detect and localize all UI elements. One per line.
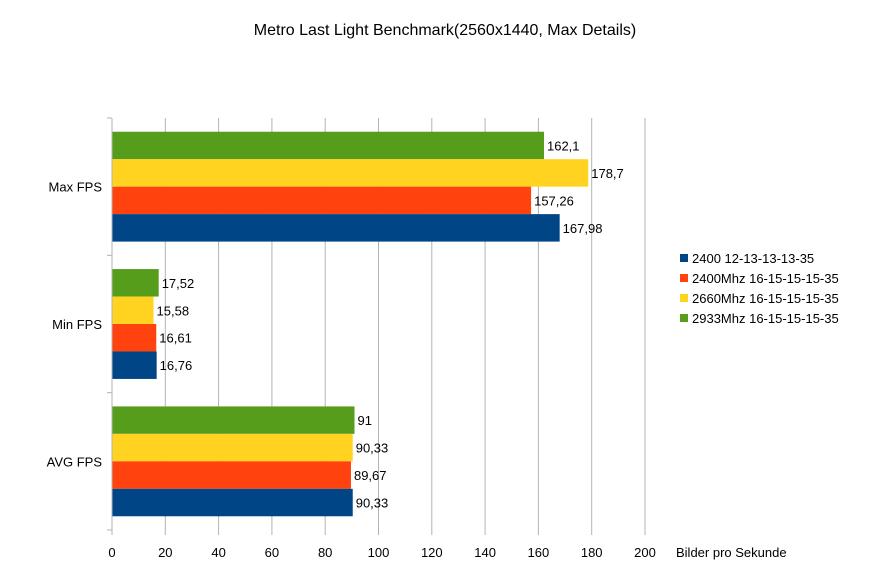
bar (112, 296, 154, 324)
legend-label: 2400 12-13-13-13-35 (692, 251, 814, 266)
bars (112, 131, 589, 517)
data-label: 162,1 (547, 138, 580, 153)
bar (112, 488, 353, 517)
legend-swatch (680, 314, 688, 322)
bar (112, 433, 353, 462)
x-tick-label: 180 (581, 545, 603, 560)
bar (112, 159, 589, 187)
legend-swatch (680, 274, 688, 282)
x-tick-label: 160 (528, 545, 550, 560)
data-label: 91 (358, 413, 372, 428)
bar (112, 269, 159, 297)
x-tick-label: 80 (318, 545, 332, 560)
data-labels: 162,1 178,7 157,26 167,98 17,52 15,58 16,61 16,… (157, 138, 624, 510)
data-label: 178,7 (591, 166, 624, 181)
legend-label: 2933Mhz 16-15-15-15-35 (692, 311, 839, 326)
data-label: 90,33 (356, 441, 389, 456)
x-tick-label: 20 (158, 545, 172, 560)
category-label: AVG FPS (47, 454, 103, 469)
chart-title: Metro Last Light Benchmark(2560x1440, Ma… (253, 22, 637, 39)
category-label: Min FPS (52, 317, 102, 332)
bar (112, 461, 351, 489)
data-label: 89,67 (354, 468, 387, 483)
x-tick-label: 100 (368, 545, 390, 560)
x-tick-label: 0 (108, 545, 115, 560)
bar (112, 186, 532, 215)
legend-swatch (680, 254, 688, 262)
legend: 2400 12-13-13-13-35 2400Mhz 16-15-15-15-3… (680, 251, 839, 326)
bar (112, 214, 560, 242)
legend-swatch (680, 294, 688, 302)
data-label: 16,61 (159, 331, 192, 346)
x-tick-label: 200 (634, 545, 656, 560)
x-tick-label: 120 (421, 545, 443, 560)
category-label: Max FPS (49, 180, 103, 195)
bar (112, 351, 157, 379)
bar (112, 131, 544, 160)
x-tick-label: 140 (474, 545, 496, 560)
data-label: 16,76 (160, 358, 193, 373)
bar (112, 406, 355, 434)
legend-label: 2660Mhz 16-15-15-15-35 (692, 291, 839, 306)
data-label: 157,26 (534, 193, 574, 208)
data-label: 167,98 (563, 221, 603, 236)
x-tick-label: 60 (265, 545, 279, 560)
data-label: 15,58 (157, 303, 190, 318)
x-tick-label: 40 (211, 545, 225, 560)
data-label: 17,52 (162, 276, 195, 291)
x-axis-title: Bilder pro Sekunde (676, 545, 787, 560)
data-label: 90,33 (356, 496, 389, 511)
legend-label: 2400Mhz 16-15-15-15-35 (692, 271, 839, 286)
bar (112, 324, 157, 352)
axes: 0 20 40 60 80 100 120 140 160 180 200 Max FPS Min FP… (47, 117, 656, 560)
